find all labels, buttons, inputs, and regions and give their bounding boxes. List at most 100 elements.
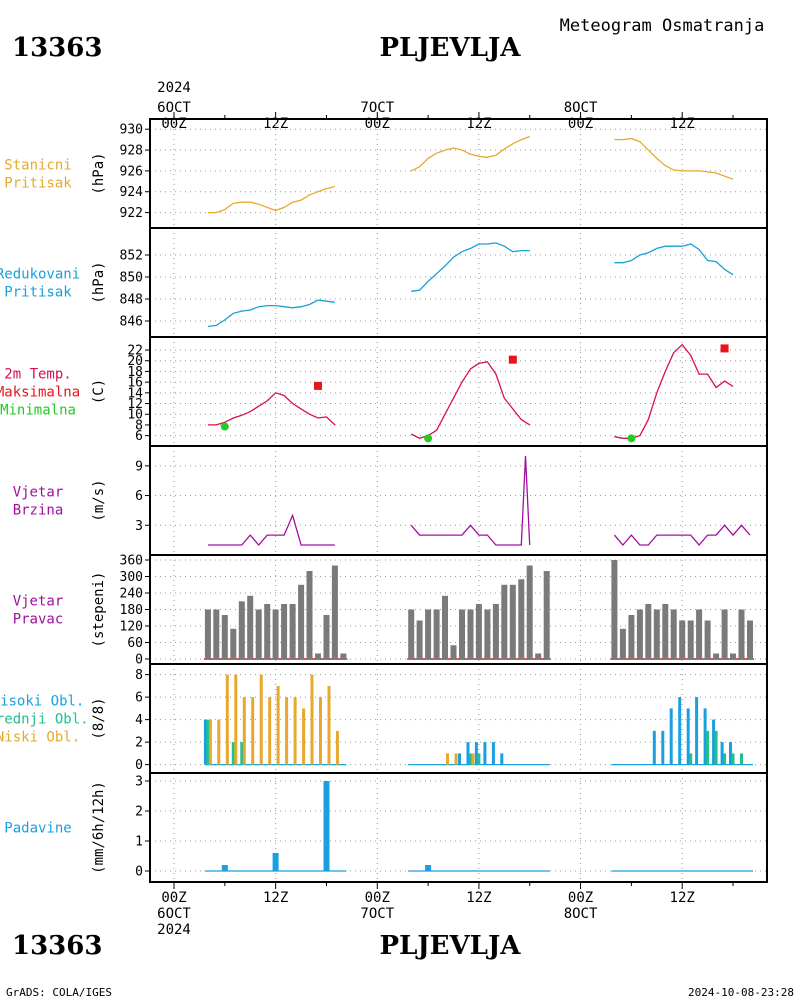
panel-label: 2m Temp. [4,367,71,383]
data-bar [259,674,263,765]
footer-station-id: 13363 [12,931,102,961]
data-bar [264,604,271,659]
series-line [411,242,530,292]
y-axis-unit: (C) [91,379,107,404]
y-axis-unit: (mm/6h/12h) [91,781,107,874]
y-tick-label: 0 [135,758,143,773]
data-bar [234,674,238,765]
panel-label: Maksimalna [0,385,80,401]
max-temp-marker [313,381,322,390]
y-tick-label: 22 [127,344,143,359]
data-bar [340,653,347,659]
y-axis-unit: (8/8) [91,697,107,739]
data-bar [272,609,279,659]
data-bar [484,609,491,659]
panel-label: Redukovani [0,267,80,283]
data-bar [281,604,288,659]
y-tick-label: 6 [135,429,143,444]
bottom-axis-tick-label: 00Z [568,890,593,906]
series-line [207,392,336,426]
y-axis-unit: (m/s) [91,479,107,521]
y-tick-label: 850 [120,271,143,286]
series-line [207,513,335,546]
series-line [410,455,531,546]
data-bar [696,609,703,659]
data-bar [714,730,718,765]
data-bar [272,853,279,871]
panel-label: Srednji Obl. [0,712,89,728]
station-name: PLJEVLJA [380,33,522,63]
y-tick-label: 0 [135,653,143,668]
y-tick-label: 848 [120,293,143,308]
data-bar [204,609,211,659]
data-bar [446,753,449,765]
data-bar [721,609,728,659]
data-bar [213,609,220,659]
data-bar [247,595,254,660]
data-bar [306,571,313,659]
data-bar [477,753,481,765]
panel-label: Visoki Obl. [0,694,84,710]
data-bar [471,753,475,765]
data-bar [251,697,255,765]
bottom-axis-tick-label: 2024 [157,922,191,938]
bottom-axis-tick-label: 00Z [365,890,390,906]
min-temp-marker [424,434,433,443]
data-bar [729,742,732,765]
y-tick-label: 8 [135,668,143,683]
min-temp-marker [627,434,636,443]
data-bar [469,753,472,765]
data-bar [661,730,665,765]
y-tick-label: 60 [127,636,143,651]
data-bar [327,685,331,765]
y-tick-label: 4 [135,713,143,728]
data-bar [678,697,682,765]
data-bar [669,708,673,765]
data-bar [483,742,487,765]
y-tick-label: 8 [135,418,143,433]
top-axis-year: 2024 [157,80,191,96]
data-bar [526,565,533,659]
data-bar [225,674,229,765]
y-tick-label: 3 [135,519,143,534]
panel-frame [149,772,768,883]
y-tick-label: 930 [120,123,143,138]
credit-text: GrADS: COLA/IGES [6,986,112,999]
y-tick-label: 928 [120,144,143,159]
data-bar [704,620,711,659]
y-tick-label: 9 [135,459,143,474]
data-bar [652,730,656,765]
panel-label: Pritisak [4,176,72,192]
data-bar [475,604,482,659]
data-bar [474,742,478,765]
data-bar [518,579,525,660]
bottom-axis-tick-label: 12Z [466,890,491,906]
data-bar [509,584,516,660]
data-bar [331,565,338,659]
y-tick-label: 2 [135,736,143,751]
series-line [614,343,734,439]
y-tick-label: 6 [135,691,143,706]
bottom-axis-tick-label: 8OCT [564,906,598,922]
y-tick-label: 926 [120,164,143,179]
y-tick-label: 0 [135,865,143,880]
series-line [410,135,530,172]
y-tick-label: 6 [135,489,143,504]
panel-frame [149,336,768,447]
data-bar [206,719,210,765]
y-tick-label: 240 [120,587,143,602]
series-line [410,361,531,440]
bottom-axis-tick-label: 7OCT [360,906,394,922]
y-tick-label: 2 [135,805,143,820]
data-bar [500,753,504,765]
data-bar [501,584,508,660]
data-bar [242,697,246,765]
data-bar [628,615,635,659]
bottom-axis-tick-label: 12Z [670,890,695,906]
max-temp-marker [508,355,517,364]
data-bar [425,865,432,871]
y-tick-label: 846 [120,315,143,330]
panel-label: Vjetar [13,594,64,610]
data-bar [454,753,458,765]
